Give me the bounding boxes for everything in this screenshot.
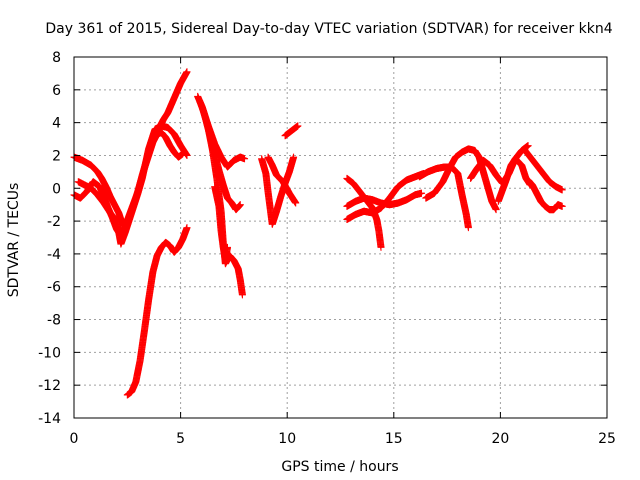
x-tick-label: 10: [278, 431, 296, 447]
y-tick-label: -2: [47, 214, 61, 230]
x-tick-label: 25: [598, 431, 616, 447]
plot-frame: [73, 56, 608, 419]
y-tick-label: 4: [52, 116, 61, 132]
y-tick-label: 0: [52, 181, 61, 197]
x-axis-label: GPS time / hours: [281, 459, 398, 475]
y-tick-label: 8: [52, 50, 61, 66]
y-tick-label: 2: [52, 148, 61, 164]
x-tick-label: 15: [385, 431, 403, 447]
axis-ticks: 0 5 10 15 20 25 -14 -12 -10 -8 -6 -4 -2 0 2 4 6 8: [38, 50, 616, 447]
x-tick-label: 20: [491, 431, 509, 447]
y-tick-label: -8: [47, 313, 61, 329]
y-tick-label: 6: [52, 83, 61, 99]
y-tick-label: -4: [47, 247, 61, 263]
x-tick-label: 0: [70, 431, 79, 447]
y-tick-label: -6: [47, 280, 61, 296]
data-points: [70, 68, 566, 399]
chart-title: Day 361 of 2015, Sidereal Day-to-day VTE…: [45, 21, 612, 37]
grid: [74, 57, 607, 418]
y-tick-label: -12: [38, 378, 61, 394]
y-tick-label: -14: [38, 411, 61, 427]
data-point: [183, 68, 191, 76]
y-axis-label: SDTVAR / TECUs: [6, 183, 22, 298]
x-tick-label: 5: [176, 431, 185, 447]
y-tick-label: -10: [38, 345, 61, 361]
